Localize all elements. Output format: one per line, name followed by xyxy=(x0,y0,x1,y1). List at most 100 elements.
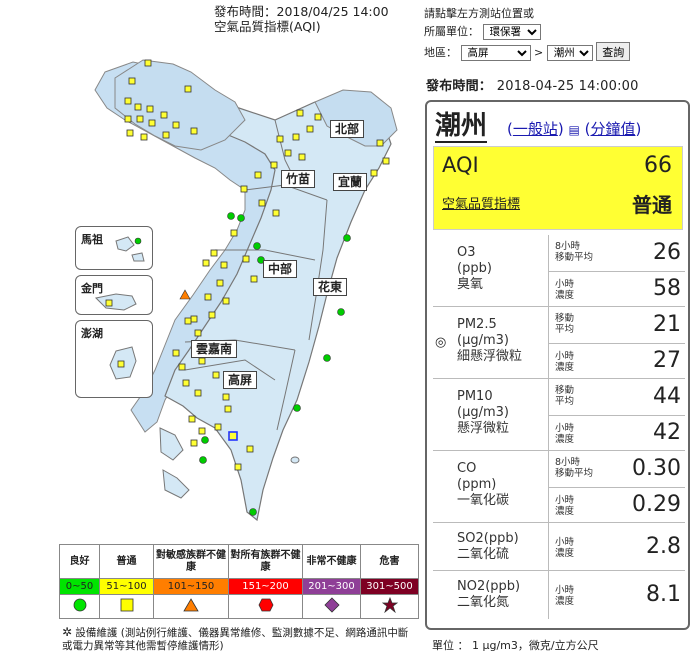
pollutant-name: PM2.5 (μg/m3) 細懸浮微粒 xyxy=(457,317,523,364)
avg-type: 小時 濃度 xyxy=(555,351,575,373)
map-publish-time: 發布時間：2018/04/25 14:00 xyxy=(214,4,389,19)
aqi-sub-link[interactable]: 空氣品質指標 xyxy=(442,197,521,212)
inset-kinmen-shape xyxy=(94,293,137,311)
inset-penghu[interactable]: 澎湖 xyxy=(75,320,153,398)
unit-note: 單位 ： 1 μg/m3，微克/立方公尺 xyxy=(432,639,599,652)
pollutant-row-pm25: ◎ PM2.5 (μg/m3) 細懸浮微粒 移動 平均 21 小時 濃度 27 xyxy=(433,307,685,379)
station-marker xyxy=(237,214,245,222)
pollutant-value: 0.29 xyxy=(632,492,681,517)
station-marker xyxy=(314,113,322,121)
hexagon-icon xyxy=(258,598,273,612)
star-icon xyxy=(381,596,398,614)
border-line xyxy=(184,359,276,381)
pollutant-value: 42 xyxy=(653,420,681,445)
minute-value-link[interactable]: 分鐘值 xyxy=(590,120,636,138)
aqi-status: 普通 xyxy=(632,193,672,217)
unit-row: 所屬單位： 環保署 xyxy=(424,23,541,41)
station-marker xyxy=(249,508,257,516)
inset-kinmen[interactable]: 金門 xyxy=(75,275,153,315)
legend-range: 301~500 xyxy=(360,578,419,595)
divider xyxy=(548,415,685,416)
north-tip-shape xyxy=(114,59,246,151)
region-label-central[interactable]: 中部 xyxy=(263,260,298,278)
station-marker xyxy=(148,119,156,127)
station-marker xyxy=(146,105,154,113)
query-button[interactable]: 查詢 xyxy=(596,42,631,61)
pollutant-row-co: CO (ppm) 一氧化碳 8小時 移動平均 0.30 小時 濃度 0.29 xyxy=(433,451,685,523)
legend-range: 151~200 xyxy=(228,578,303,595)
station-marker xyxy=(190,439,198,447)
station-marker xyxy=(230,229,238,237)
region-label-gaoping[interactable]: 高屏 xyxy=(223,371,258,389)
station-marker xyxy=(343,234,351,242)
station-marker xyxy=(190,127,198,135)
chart-icon[interactable]: ▤ xyxy=(568,123,580,137)
area-row: 地區： 高屏 > 潮州 查詢 xyxy=(424,42,631,62)
station-marker xyxy=(199,456,207,464)
pollutant-row-pm10: PM10 (μg/m3) 懸浮微粒 移動 平均 44 小時 濃度 42 xyxy=(433,379,685,451)
island-shape xyxy=(162,469,190,499)
map-header: 發布時間：2018/04/25 14:00 空氣品質指標(AQI) xyxy=(214,4,389,34)
region-label-huadong[interactable]: 花東 xyxy=(313,278,348,296)
divider xyxy=(548,487,685,488)
legend-range: 0~50 xyxy=(59,578,100,595)
pollutant-sub-row: 小時 濃度 58 xyxy=(548,271,685,307)
station-marker xyxy=(126,129,134,137)
station-marker xyxy=(220,261,228,269)
unit-select[interactable]: 環保署 xyxy=(482,24,541,40)
station-marker xyxy=(124,97,132,105)
pollutant-row-o3: O3 (ppb) 臭氧 8小時 移動平均 26 小時 濃度 58 xyxy=(433,235,685,307)
station-marker xyxy=(284,149,292,157)
station-marker xyxy=(222,297,230,305)
pollutant-sub-row: 8小時 移動平均 26 xyxy=(548,235,685,271)
station-marker xyxy=(204,293,212,301)
legend-header: 對敏感族群不健康 xyxy=(153,544,229,579)
station-select[interactable]: 潮州 xyxy=(546,45,593,61)
avg-type: 移動 平均 xyxy=(555,385,575,407)
station-marker xyxy=(124,115,132,123)
station-marker xyxy=(306,125,314,133)
station-marker xyxy=(222,393,230,401)
border-line xyxy=(276,349,296,431)
general-station-link[interactable]: 一般站 xyxy=(512,120,558,138)
inset-matsu[interactable]: 馬祖 xyxy=(75,226,153,270)
unit-label: 所屬單位： xyxy=(424,25,479,38)
legend-symbol xyxy=(153,594,229,619)
station-marker xyxy=(250,275,258,283)
selected-radio-icon[interactable]: ◎ xyxy=(435,335,447,350)
pollutant-table: O3 (ppb) 臭氧 8小時 移動平均 26 小時 濃度 58 ◎ PM2.5 (… xyxy=(433,235,685,619)
aqi-box: AQI 66 空氣品質指標 普通 xyxy=(433,146,683,230)
station-marker xyxy=(382,157,390,165)
pollutant-row-so2: SO2(ppb) 二氧化硫 小時 濃度 2.8 xyxy=(433,523,685,571)
legend-range: 101~150 xyxy=(153,578,229,595)
station-markers-moderate xyxy=(124,59,390,471)
region-label-zhumiao[interactable]: 竹苗 xyxy=(281,170,316,188)
station-marker xyxy=(212,371,220,379)
region-label-north[interactable]: 北部 xyxy=(330,120,365,138)
station-marker xyxy=(240,185,248,193)
pollutant-sub-row: 8小時 移動平均 0.30 xyxy=(548,451,685,487)
legend-header: 良好 xyxy=(59,544,100,579)
taiwan-map[interactable]: 北部 竹苗 宜蘭 中部 花東 雲嘉南 高屏 馬祖 金門 澎湖 xyxy=(65,50,417,530)
station-marker xyxy=(198,427,206,435)
inset-label-kinmen: 金門 xyxy=(81,282,103,295)
aqi-label: AQI xyxy=(442,153,479,177)
selected-station-marker xyxy=(228,431,238,441)
station-marker xyxy=(258,199,266,207)
region-label-yunjianan[interactable]: 雲嘉南 xyxy=(191,340,238,358)
publish-label: 發布時間： xyxy=(426,79,493,94)
station-marker xyxy=(276,135,284,143)
pollutant-name: SO2(ppb) 二氧化硫 xyxy=(457,531,519,562)
inset-label-matsu: 馬祖 xyxy=(81,233,103,246)
region-label-yilan[interactable]: 宜蘭 xyxy=(333,173,368,191)
station-marker xyxy=(188,415,196,423)
inset-penghu-shape xyxy=(109,346,137,380)
station-marker xyxy=(337,308,345,316)
map-subtitle: 空氣品質指標(AQI) xyxy=(214,19,321,34)
station-marker xyxy=(140,133,148,141)
station-marker xyxy=(128,77,136,85)
station-marker xyxy=(210,249,218,257)
station-marker xyxy=(194,389,202,397)
pollutant-sub-row: 小時 濃度 42 xyxy=(548,415,685,451)
area-select[interactable]: 高屏 xyxy=(460,45,531,61)
